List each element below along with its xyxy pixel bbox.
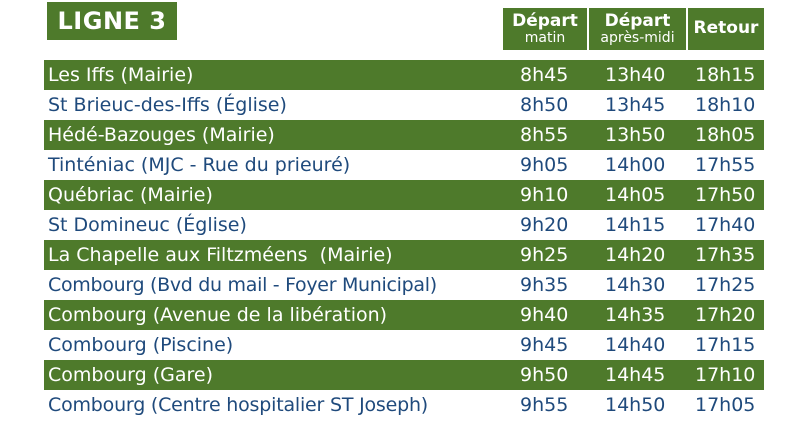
- stop-name: Combourg (Centre hospitalier ST Joseph): [48, 394, 429, 416]
- stop-name: Québriac (Mairie): [48, 184, 213, 206]
- stop-name: La Chapelle aux Filtzméens (Mairie): [48, 244, 393, 266]
- table-row: Les Iffs (Mairie) 8h45 13h40 18h15: [44, 60, 764, 90]
- header-depart-apres-midi-sub: après-midi: [600, 29, 675, 46]
- stop-name: Combourg (Piscine): [48, 334, 234, 356]
- time-retour: 17h20: [695, 304, 756, 326]
- schedule-table: Les Iffs (Mairie) 8h45 13h40 18h15 St Br…: [44, 60, 764, 420]
- header-retour: Retour: [688, 8, 764, 50]
- time-retour: 17h55: [695, 154, 756, 176]
- time-matin: 8h55: [520, 124, 569, 146]
- time-retour: 18h15: [695, 64, 756, 86]
- time-matin: 8h50: [520, 94, 569, 116]
- time-matin: 9h45: [520, 334, 569, 356]
- time-retour: 17h25: [695, 274, 756, 296]
- table-row: Québriac (Mairie) 9h10 14h05 17h50: [44, 180, 764, 210]
- table-row: Combourg (Gare) 9h50 14h45 17h10: [44, 360, 764, 390]
- table-row: St Brieuc-des-Iffs (Église) 8h50 13h45 1…: [44, 90, 764, 120]
- stop-name: Combourg (Bvd du mail - Foyer Municipal): [48, 274, 437, 296]
- time-apres-midi: 14h45: [605, 364, 666, 386]
- time-apres-midi: 14h15: [605, 214, 666, 236]
- time-apres-midi: 14h05: [605, 184, 666, 206]
- time-apres-midi: 14h50: [605, 394, 666, 416]
- time-retour: 17h15: [695, 334, 756, 356]
- time-retour: 18h05: [695, 124, 756, 146]
- time-retour: 17h05: [695, 394, 756, 416]
- time-apres-midi: 14h30: [605, 274, 666, 296]
- time-matin: 9h10: [520, 184, 569, 206]
- time-retour: 17h50: [695, 184, 756, 206]
- time-matin: 9h55: [520, 394, 569, 416]
- header-depart-matin-sub: matin: [524, 29, 566, 46]
- table-row: Tinténiac (MJC - Rue du prieuré) 9h05 14…: [44, 150, 764, 180]
- stop-name: Les Iffs (Mairie): [48, 64, 194, 86]
- stop-name: Combourg (Avenue de la libération): [48, 304, 388, 326]
- time-apres-midi: 13h40: [605, 64, 666, 86]
- time-apres-midi: 13h45: [605, 94, 666, 116]
- header-retour-label: Retour: [693, 18, 759, 39]
- table-row: Combourg (Centre hospitalier ST Joseph) …: [44, 390, 764, 420]
- header-depart-apres-midi: Départ après-midi: [589, 8, 686, 50]
- time-matin: 9h40: [520, 304, 569, 326]
- stop-name: Tinténiac (MJC - Rue du prieuré): [48, 154, 351, 176]
- table-row: Combourg (Avenue de la libération) 9h40 …: [44, 300, 764, 330]
- time-apres-midi: 14h00: [605, 154, 666, 176]
- time-retour: 17h35: [695, 244, 756, 266]
- stop-name: St Domineuc (Église): [48, 214, 247, 236]
- stop-name: Combourg (Gare): [48, 364, 213, 386]
- time-matin: 8h45: [520, 64, 569, 86]
- time-apres-midi: 14h40: [605, 334, 666, 356]
- table-row: Hédé-Bazouges (Mairie) 8h55 13h50 18h05: [44, 120, 764, 150]
- time-apres-midi: 14h35: [605, 304, 666, 326]
- header-depart-matin: Départ matin: [503, 8, 587, 50]
- header-depart-matin-label: Départ: [512, 10, 578, 31]
- table-row: St Domineuc (Église) 9h20 14h15 17h40: [44, 210, 764, 240]
- time-matin: 9h25: [520, 244, 569, 266]
- table-row: Combourg (Bvd du mail - Foyer Municipal)…: [44, 270, 764, 300]
- time-apres-midi: 14h20: [605, 244, 666, 266]
- time-retour: 18h10: [695, 94, 756, 116]
- table-row: La Chapelle aux Filtzméens (Mairie) 9h25…: [44, 240, 764, 270]
- time-retour: 17h10: [695, 364, 756, 386]
- stop-name: Hédé-Bazouges (Mairie): [48, 124, 275, 146]
- header-depart-apres-midi-label: Départ: [604, 10, 671, 31]
- time-matin: 9h50: [520, 364, 569, 386]
- stop-name: St Brieuc-des-Iffs (Église): [48, 94, 287, 116]
- time-matin: 9h35: [520, 274, 569, 296]
- time-retour: 17h40: [695, 214, 756, 236]
- time-matin: 9h05: [520, 154, 569, 176]
- table-row: Combourg (Piscine) 9h45 14h40 17h15: [44, 330, 764, 360]
- line-title: LIGNE 3: [47, 2, 177, 40]
- time-matin: 9h20: [520, 214, 569, 236]
- time-apres-midi: 13h50: [605, 124, 666, 146]
